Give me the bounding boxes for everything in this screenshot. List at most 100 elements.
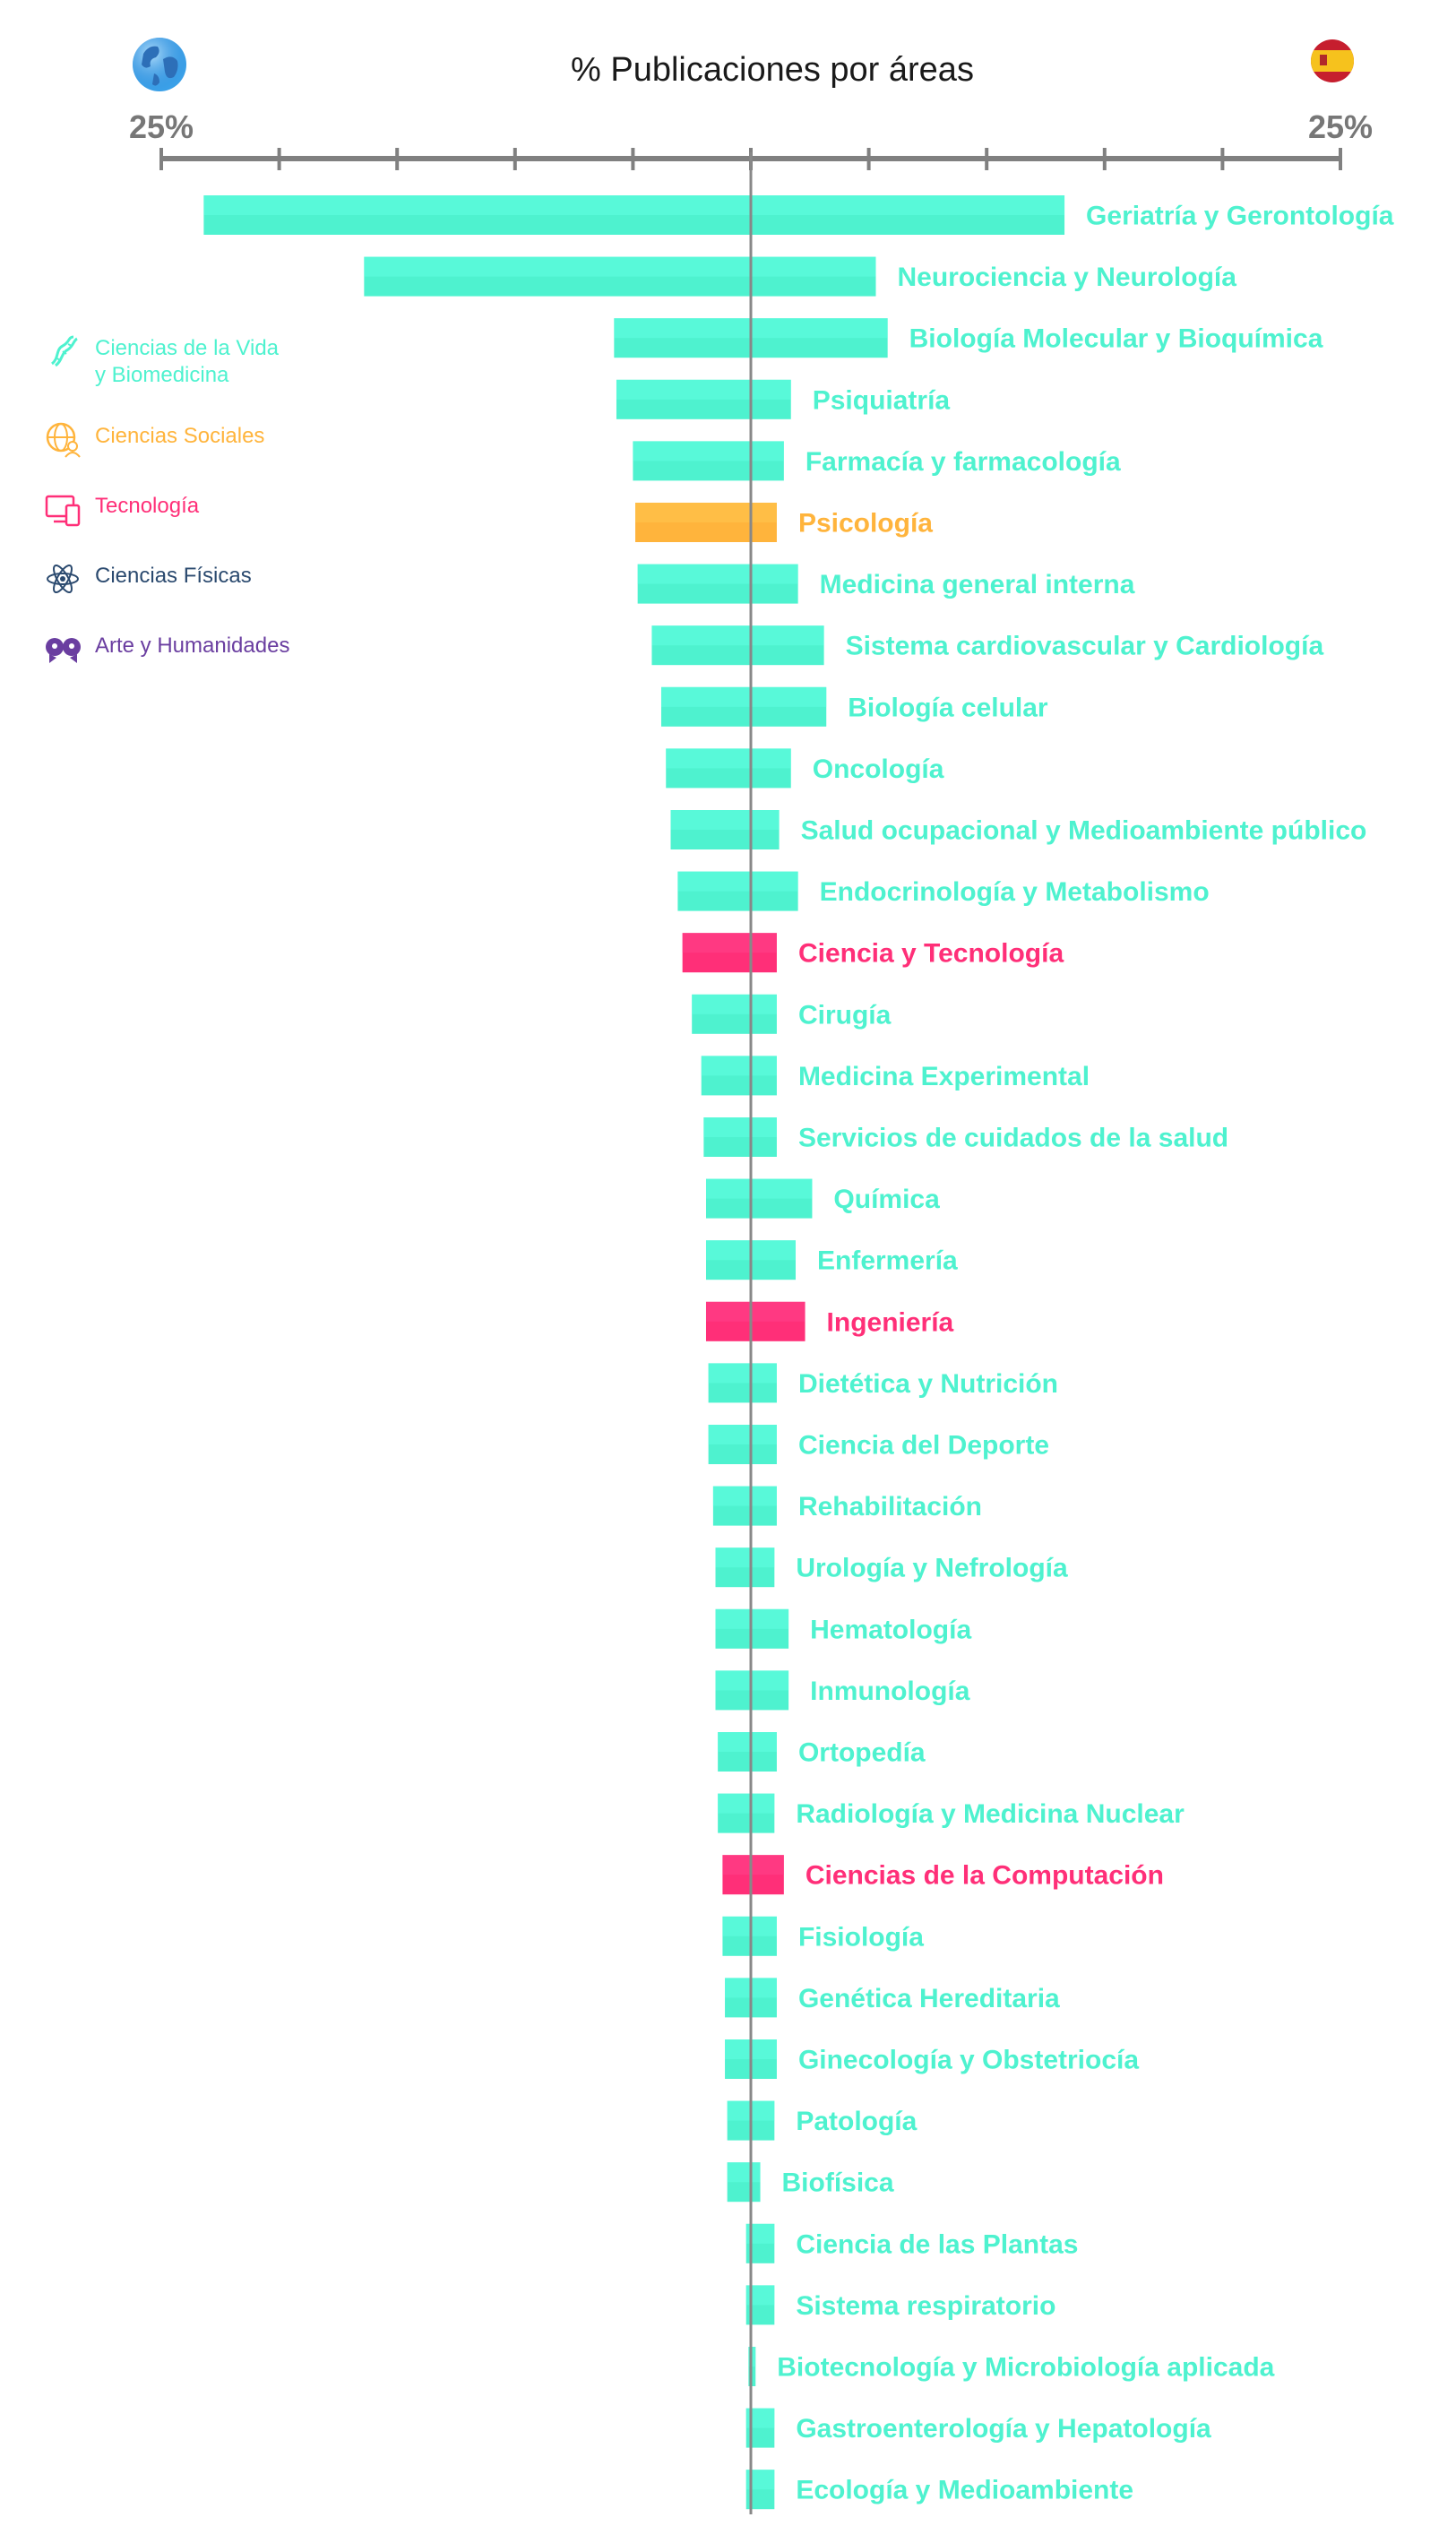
bar-left-highlight xyxy=(705,1301,751,1322)
bar-left-highlight xyxy=(727,2100,751,2121)
bar-right-highlight xyxy=(751,1178,813,1199)
bar-row xyxy=(745,2223,775,2263)
bar-right-highlight xyxy=(751,1425,777,1444)
bar-row xyxy=(715,1670,789,1711)
bar-left-highlight xyxy=(635,503,751,522)
chart-title: % Publicaciones por áreas xyxy=(571,51,974,89)
bar-left-highlight xyxy=(677,871,751,892)
bar-row xyxy=(727,2162,761,2203)
category-label: Ciencia de las Plantas xyxy=(796,2229,1078,2259)
category-label: Rehabilitación xyxy=(798,1492,982,1522)
bar-left-highlight xyxy=(708,1363,751,1384)
legend-label-ciencias-sociales: Ciencias Sociales xyxy=(95,424,265,448)
bar-row xyxy=(703,1117,777,1157)
bar-right-highlight xyxy=(751,1670,789,1691)
bar-left-highlight xyxy=(692,994,751,1014)
category-label: Radiología y Medicina Nuclear xyxy=(796,1799,1185,1829)
legend-item-arte-humanidades: Arte y Humanidades xyxy=(43,629,383,668)
bar-right-highlight xyxy=(751,1056,777,1076)
bar-row xyxy=(203,195,1065,235)
category-label: Sistema respiratorio xyxy=(796,2291,1055,2321)
category-label: Cirugía xyxy=(798,1000,892,1030)
bar-right-highlight xyxy=(751,686,827,707)
bar-left-highlight xyxy=(715,1547,751,1568)
category-label: Urología y Nefrología xyxy=(796,1554,1068,1583)
bar-right-highlight xyxy=(751,1117,777,1137)
bar-right-highlight xyxy=(751,2162,761,2183)
bar-left-highlight xyxy=(703,1117,751,1137)
bar-row xyxy=(701,1056,777,1096)
bar-row xyxy=(635,503,777,542)
category-label: Dietética y Nutrición xyxy=(798,1369,1058,1399)
bar-row xyxy=(745,2470,775,2510)
category-label: Neurociencia y Neurología xyxy=(897,263,1236,292)
bar-right-highlight xyxy=(751,810,780,830)
bar-left-highlight xyxy=(745,2408,751,2428)
bar-left-highlight xyxy=(708,1425,751,1444)
category-label: Salud ocupacional y Medioambiente públic… xyxy=(801,816,1367,846)
bar-row xyxy=(670,810,780,849)
category-label: Enfermería xyxy=(817,1246,958,1276)
bar-row xyxy=(677,871,798,911)
bar-right-highlight xyxy=(751,748,791,769)
category-label: Hematología xyxy=(810,1615,971,1644)
bar-row xyxy=(708,1363,777,1403)
category-label: Inmunología xyxy=(810,1677,970,1706)
bar-right-highlight xyxy=(751,1855,784,1875)
category-label: Genética Hereditaria xyxy=(798,1984,1060,2013)
category-label: Química xyxy=(833,1185,940,1214)
bar-left-highlight xyxy=(722,1916,751,1936)
legend-item-ciencias-vida: Ciencias de la Vida y Biomedicina xyxy=(43,332,383,389)
category-label: Psicología xyxy=(798,509,933,539)
bar-row xyxy=(682,933,777,973)
bar-row xyxy=(364,256,876,297)
category-label: Medicina general interna xyxy=(820,570,1135,599)
category-label: Patología xyxy=(796,2107,917,2136)
bar-right-highlight xyxy=(751,1486,777,1506)
category-label: Ciencia del Deporte xyxy=(798,1431,1049,1461)
bar-row xyxy=(616,379,791,419)
bar-row xyxy=(708,1425,777,1464)
category-label: Endocrinología y Metabolismo xyxy=(820,877,1210,907)
bar-right-highlight xyxy=(751,1240,797,1261)
category-label: Oncología xyxy=(813,754,944,784)
legend-item-ciencias-sociales: Ciencias Sociales xyxy=(43,419,383,459)
bar-right-highlight xyxy=(751,2347,756,2367)
bar-row xyxy=(745,2408,775,2448)
bar-right-highlight xyxy=(751,318,888,339)
category-label: Servicios de cuidados de la salud xyxy=(798,1124,1228,1153)
legend-label-arte-humanidades: Arte y Humanidades xyxy=(95,634,290,658)
dna-icon xyxy=(50,335,78,367)
category-label: Ciencias de la Computación xyxy=(806,1861,1164,1891)
bar-right-highlight xyxy=(751,1793,775,1814)
bar-row xyxy=(722,1916,777,1956)
bar-left-highlight xyxy=(745,2470,751,2490)
bar-left-highlight xyxy=(705,1240,751,1261)
bar-row xyxy=(705,1301,806,1341)
bar-row xyxy=(705,1240,797,1280)
legend-item-tecnologia: Tecnología xyxy=(43,489,383,529)
globe-icon xyxy=(133,38,186,91)
bar-left-highlight xyxy=(633,441,751,461)
category-label: Ciencia y Tecnología xyxy=(798,939,1064,969)
bar-row xyxy=(718,1793,775,1833)
bar-row xyxy=(727,2100,775,2141)
bar-left-highlight xyxy=(637,564,751,584)
category-label: Biofísica xyxy=(782,2168,894,2198)
bar-right-highlight xyxy=(751,1608,789,1629)
bar-right-highlight xyxy=(751,441,784,461)
bar-row xyxy=(705,1178,813,1219)
bar-right-highlight xyxy=(751,1916,777,1936)
bar-left-highlight xyxy=(705,1178,751,1199)
bar-left-highlight xyxy=(616,379,751,400)
bar-right-highlight xyxy=(751,1363,777,1384)
bar-right-highlight xyxy=(751,2285,775,2306)
category-label: Biología Molecular y Bioquímica xyxy=(909,324,1323,354)
bars xyxy=(203,195,1065,2510)
legend-label-ciencias-vida: Ciencias de la Vida y Biomedicina xyxy=(95,336,280,387)
bar-right-highlight xyxy=(751,1547,775,1568)
bar-right-highlight xyxy=(751,2408,775,2428)
bar-left-highlight xyxy=(715,1608,751,1629)
bar-row xyxy=(666,748,791,789)
